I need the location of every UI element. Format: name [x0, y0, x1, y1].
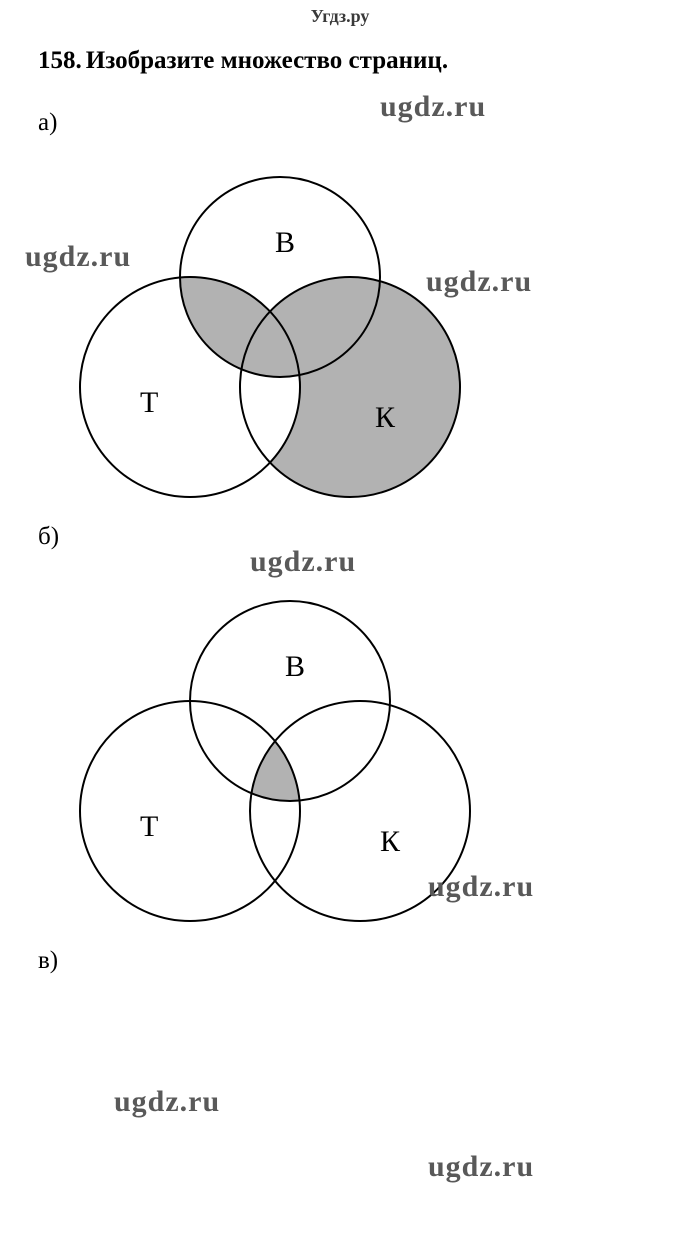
task-number: 158. [38, 47, 82, 74]
venn-diagram-a: В Т К [0, 137, 680, 517]
venn-b-label-k: К [380, 825, 401, 858]
page: Угдз.ру 158. Изобразите множество страни… [0, 0, 680, 1233]
task-title: Изобразите множество страниц. [86, 47, 448, 74]
venn-a-label-b: В [275, 226, 295, 259]
site-header: Угдз.ру [0, 0, 680, 27]
watermark: ugdz.ru [25, 240, 131, 274]
watermark: ugdz.ru [426, 265, 532, 299]
watermark: ugdz.ru [428, 870, 534, 904]
venn-a-label-k: К [375, 401, 396, 434]
subpart-a-label: а) [0, 83, 680, 137]
venn-a-label-t: Т [140, 386, 158, 419]
watermark: ugdz.ru [380, 90, 486, 124]
watermark: ugdz.ru [428, 1150, 534, 1184]
subpart-v-label: в) [0, 941, 680, 975]
venn-b-label-t: Т [140, 810, 158, 843]
watermark: ugdz.ru [250, 545, 356, 579]
venn-diagram-b: В Т К [0, 561, 680, 941]
venn-b-label-b: В [285, 650, 305, 683]
watermark: ugdz.ru [114, 1085, 220, 1119]
task-line: 158. Изобразите множество страниц. [0, 27, 680, 83]
